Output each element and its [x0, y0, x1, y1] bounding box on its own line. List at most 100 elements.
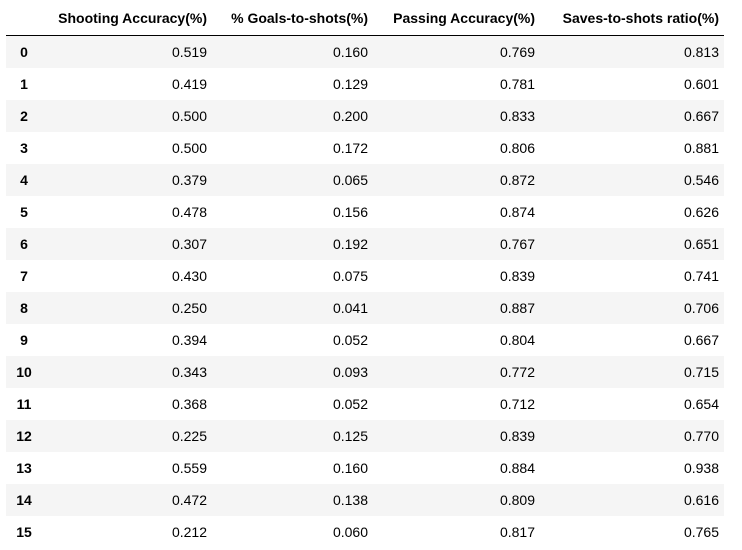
table-cell: 0.667: [683, 108, 719, 124]
table-row: 10 0.343 0.093 0.772 0.715: [6, 356, 724, 388]
row-index: 15: [16, 524, 32, 540]
table-cell: 0.781: [499, 76, 535, 92]
dataframe-table: Shooting Accuracy(%)% Goals-to-shots(%) P…: [6, 0, 724, 548]
table-cell: 0.767: [499, 236, 535, 252]
table-row: 14 0.472 0.138 0.809 0.616: [6, 484, 724, 516]
table-row: 5 0.478 0.156 0.874 0.626: [6, 196, 724, 228]
table-row: 9 0.394 0.052 0.804 0.667: [6, 324, 724, 356]
table-cell: 0.052: [332, 396, 368, 412]
row-index: 4: [20, 172, 28, 188]
table-cell: 0.839: [499, 268, 535, 284]
index-header: [6, 0, 42, 36]
table-cell: 0.172: [332, 140, 368, 156]
table-cell: 0.225: [171, 428, 207, 444]
table-cell: 0.343: [171, 364, 207, 380]
table-cell: 0.559: [171, 460, 207, 476]
table-cell: 0.419: [171, 76, 207, 92]
table-cell: 0.041: [332, 300, 368, 316]
header-row: Shooting Accuracy(%)% Goals-to-shots(%) P…: [6, 0, 724, 36]
table-row: 0 0.519 0.160 0.769 0.813: [6, 35, 724, 68]
table-cell: 0.765: [683, 524, 719, 540]
table-cell: 0.806: [499, 140, 535, 156]
column-header: % Goals-to-shots(%): [212, 0, 373, 36]
table-cell: 0.160: [332, 460, 368, 476]
row-index: 0: [20, 44, 28, 60]
table-cell: 0.654: [683, 396, 719, 412]
table-cell: 0.770: [683, 428, 719, 444]
table-cell: 0.156: [332, 204, 368, 220]
table-cell: 0.809: [499, 492, 535, 508]
table-cell: 0.160: [332, 44, 368, 60]
table-cell: 0.379: [171, 172, 207, 188]
table-cell: 0.093: [332, 364, 368, 380]
table-cell: 0.368: [171, 396, 207, 412]
table-cell: 0.741: [683, 268, 719, 284]
table-cell: 0.075: [332, 268, 368, 284]
table-row: 3 0.500 0.172 0.806 0.881: [6, 132, 724, 164]
table-cell: 0.500: [171, 108, 207, 124]
table-cell: 0.192: [332, 236, 368, 252]
table-row: 4 0.379 0.065 0.872 0.546: [6, 164, 724, 196]
table-cell: 0.546: [683, 172, 719, 188]
table-cell: 0.887: [499, 300, 535, 316]
row-index: 9: [20, 332, 28, 348]
table-cell: 0.060: [332, 524, 368, 540]
column-header: Shooting Accuracy(%): [42, 0, 212, 36]
row-index: 5: [20, 204, 28, 220]
table-cell: 0.651: [683, 236, 719, 252]
table-cell: 0.138: [332, 492, 368, 508]
table-cell: 0.881: [683, 140, 719, 156]
table-cell: 0.874: [499, 204, 535, 220]
table-cell: 0.052: [332, 332, 368, 348]
table-cell: 0.772: [499, 364, 535, 380]
table-cell: 0.200: [332, 108, 368, 124]
row-index: 6: [20, 236, 28, 252]
table-cell: 0.706: [683, 300, 719, 316]
table-row: 11 0.368 0.052 0.712 0.654: [6, 388, 724, 420]
table-row: 7 0.430 0.075 0.839 0.741: [6, 260, 724, 292]
row-index: 1: [20, 76, 28, 92]
table-cell: 0.394: [171, 332, 207, 348]
table-cell: 0.307: [171, 236, 207, 252]
table-cell: 0.817: [499, 524, 535, 540]
row-index: 2: [20, 108, 28, 124]
row-index: 11: [16, 396, 32, 412]
table-cell: 0.212: [171, 524, 207, 540]
table-row: 1 0.419 0.129 0.781 0.601: [6, 68, 724, 100]
column-header: Saves-to-shots ratio(%): [540, 0, 724, 36]
table-cell: 0.125: [332, 428, 368, 444]
table-cell: 0.616: [683, 492, 719, 508]
row-index: 12: [16, 428, 32, 444]
table-cell: 0.250: [171, 300, 207, 316]
table-row: 8 0.250 0.041 0.887 0.706: [6, 292, 724, 324]
table-cell: 0.884: [499, 460, 535, 476]
row-index: 14: [16, 492, 32, 508]
table-cell: 0.833: [499, 108, 535, 124]
table-cell: 0.500: [171, 140, 207, 156]
table-cell: 0.430: [171, 268, 207, 284]
table-cell: 0.712: [499, 396, 535, 412]
table-cell: 0.813: [683, 44, 719, 60]
table-row: 6 0.307 0.192 0.767 0.651: [6, 228, 724, 260]
table-cell: 0.626: [683, 204, 719, 220]
table-row: 13 0.559 0.160 0.884 0.938: [6, 452, 724, 484]
row-index: 10: [16, 364, 32, 380]
row-index: 7: [20, 268, 28, 284]
row-index: 13: [16, 460, 32, 476]
table-body: 0 0.519 0.160 0.769 0.813 1 0.419 0.129 0.781 0.6…: [6, 35, 724, 549]
table-cell: 0.804: [499, 332, 535, 348]
table-cell: 0.839: [499, 428, 535, 444]
table-cell: 0.667: [683, 332, 719, 348]
table-cell: 0.065: [332, 172, 368, 188]
table-cell: 0.519: [171, 44, 207, 60]
table-row: 12 0.225 0.125 0.839 0.770: [6, 420, 724, 452]
row-index: 3: [20, 140, 28, 156]
table-cell: 0.478: [171, 204, 207, 220]
table-cell: 0.769: [499, 44, 535, 60]
table-cell: 0.129: [332, 76, 368, 92]
table-cell: 0.601: [683, 76, 719, 92]
table-cell: 0.472: [171, 492, 207, 508]
table-cell: 0.715: [683, 364, 719, 380]
row-index: 8: [20, 300, 28, 316]
table-row: 2 0.500 0.200 0.833 0.667: [6, 100, 724, 132]
